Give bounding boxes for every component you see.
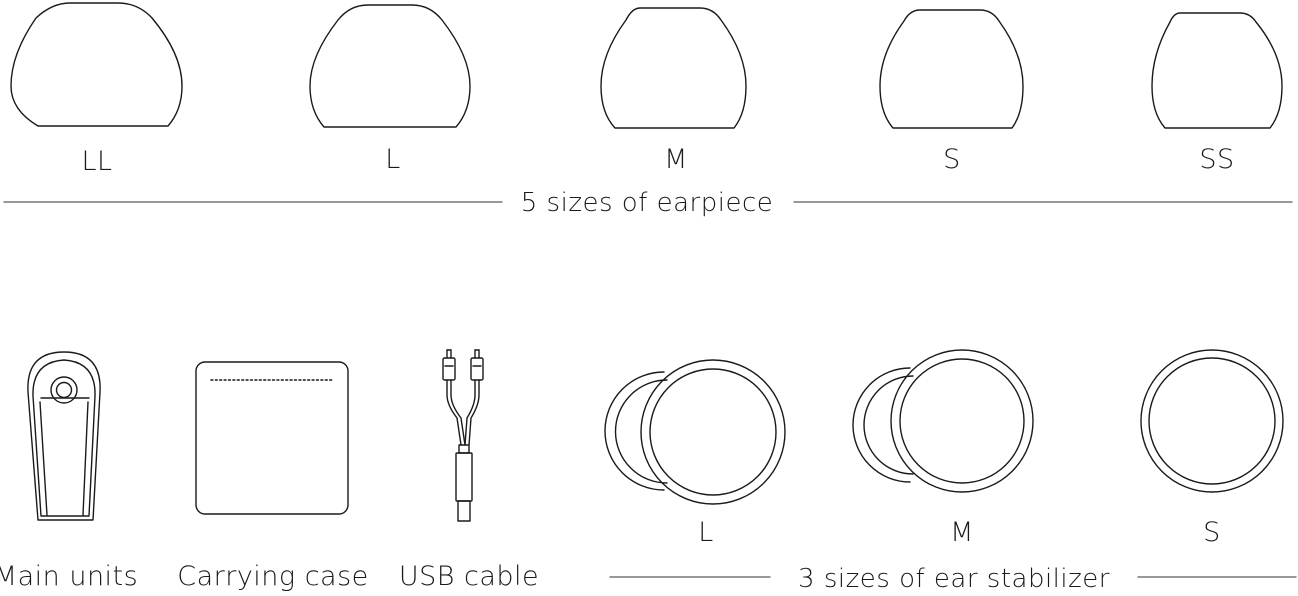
carrying-case-label: Carrying case: [177, 561, 369, 592]
earpiece-s: [880, 10, 1023, 128]
usb-cable-label: USB cable: [398, 561, 540, 592]
stabilizer-s-drawing: [1141, 350, 1283, 492]
earpiece-size-label-l: L: [385, 144, 401, 175]
main-unit-drawing: [28, 352, 100, 520]
earpiece-caption: 5 sizes of earpiece: [510, 190, 784, 216]
main-unit-button-inner: [57, 383, 72, 398]
usb-a-collar: [459, 445, 469, 453]
main-unit-inner: [33, 360, 95, 516]
stabilizer-l-drawing: [605, 360, 785, 504]
main-units-label: Main units: [0, 561, 139, 592]
carrying-case-drawing: [196, 362, 348, 514]
stabilizer-size-label-s: S: [1203, 517, 1221, 548]
earpiece-size-label-s: S: [943, 144, 961, 175]
earpiece-size-label-ss: SS: [1199, 144, 1235, 175]
earpiece-m: [601, 8, 746, 128]
earpiece-ss: [1152, 13, 1282, 128]
earpiece-l: [310, 5, 470, 127]
usb-a-connector: [458, 501, 470, 521]
stabilizer-size-label-l: L: [698, 517, 714, 548]
earpiece-ll: [11, 3, 182, 126]
usb-c-plug-left: [443, 358, 455, 380]
earpiece-size-label-m: M: [664, 144, 688, 175]
stabilizer-caption: 3 sizes of ear stabilizer: [792, 566, 1116, 592]
main-unit-edge-left: [40, 402, 47, 515]
main-unit-edge-right: [83, 402, 88, 515]
main-unit-body: [28, 352, 100, 520]
usb-cable-drawing: [443, 350, 483, 521]
stabilizer-m-drawing: [853, 350, 1033, 492]
usb-c-plug-right: [471, 358, 483, 380]
earpiece-size-label-ll: LL: [81, 146, 113, 177]
usb-a-plug-body: [456, 453, 472, 501]
stabilizer-size-label-m: M: [950, 517, 974, 548]
carrying-case-body: [196, 362, 348, 514]
main-unit-button-outer: [51, 377, 77, 403]
